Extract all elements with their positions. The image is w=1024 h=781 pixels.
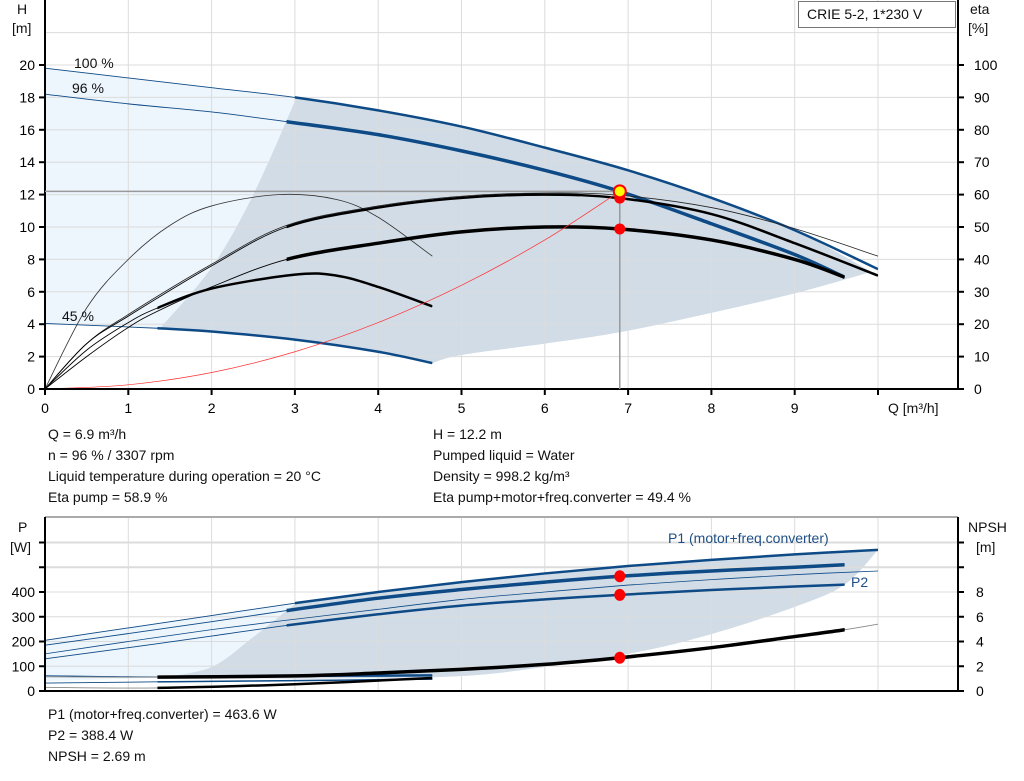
pump-model-legend: CRIE 5-2, 1*230 V <box>798 1 956 28</box>
y2-tick-label: 30 <box>974 284 990 300</box>
curve-eta_total_96-operating <box>286 225 845 279</box>
y2-tick-label: 80 <box>974 122 990 138</box>
chart-panel-0: 0246810121416182001020304050607080901000… <box>19 0 998 416</box>
y2-tick-label: 8 <box>976 584 984 600</box>
y-tick-label: 8 <box>27 251 35 267</box>
y-tick-label: 16 <box>19 122 35 138</box>
x-tick-label: 6 <box>541 400 549 416</box>
info-bottom: P1 (motor+freq.converter) = 463.6 W P2 =… <box>48 704 277 767</box>
y-tick-label: 300 <box>12 609 36 625</box>
y2-tick-label: 90 <box>974 89 990 105</box>
info-top-left: Q = 6.9 m³/h n = 96 % / 3307 rpm Liquid … <box>48 424 321 508</box>
info-temperature: Liquid temperature during operation = 20… <box>48 468 321 484</box>
info-flow: Q = 6.9 m³/h <box>48 426 127 442</box>
y-tick-label: 12 <box>19 187 35 203</box>
chart-panel-1: 0 100 200 300 400 0 2 4 6 8 <box>12 516 984 699</box>
curve-label-96: 96 % <box>72 80 104 96</box>
power-marker <box>614 651 626 664</box>
h-axis-unit: [m] <box>12 20 32 36</box>
eta-axis-unit: [%] <box>968 20 989 36</box>
curve-npsh_45-operating <box>157 676 433 690</box>
curve-eta_pump_96-operating <box>286 193 878 277</box>
x-tick-label: 0 <box>41 400 49 416</box>
y-tick-label: 20 <box>19 57 35 73</box>
h-axis-name: H <box>17 1 28 17</box>
y-tick-label: 200 <box>12 634 36 650</box>
y2-tick-label: 0 <box>974 381 982 397</box>
info-speed: n = 96 % / 3307 rpm <box>48 447 175 463</box>
info-head: H = 12.2 m <box>433 426 502 442</box>
curve-h45-operating <box>157 326 433 365</box>
info-p2: P2 = 388.4 W <box>48 727 134 743</box>
y-tick-label: 10 <box>19 219 35 235</box>
operating-region-dark <box>159 97 870 364</box>
y-tick-label: 0 <box>27 683 35 699</box>
info-eta-pump: Eta pump = 58.9 % <box>48 489 168 505</box>
x-tick-label: 5 <box>458 400 466 416</box>
legend-title: CRIE 5-2, 1*230 V <box>807 6 923 22</box>
y-tick-label: 0 <box>27 381 35 397</box>
y2-tick-label: 10 <box>974 349 990 365</box>
curve-h100-operating <box>294 96 878 271</box>
y-tick-label: 6 <box>27 284 35 300</box>
info-density: Density = 998.2 kg/m³ <box>433 468 570 484</box>
eta-axis-name: eta <box>970 1 990 17</box>
y-tick-label: 4 <box>27 316 35 332</box>
x-tick-label: 9 <box>791 400 799 416</box>
y-tick-label: 18 <box>19 89 35 105</box>
y2-tick-label: 60 <box>974 187 990 203</box>
p-axis-unit: [W] <box>10 539 31 555</box>
curve-h96-operating <box>286 119 845 279</box>
curve-p1_100-operating <box>294 548 878 605</box>
y-tick-label: 400 <box>12 584 36 600</box>
x-tick-label: 2 <box>208 400 216 416</box>
q-axis-label: Q [m³/h] <box>888 400 939 416</box>
info-eta-total: Eta pump+motor+freq.converter = 49.4 % <box>433 489 691 505</box>
info-liquid: Pumped liquid = Water <box>433 447 575 463</box>
operating-region-light <box>45 68 297 329</box>
operating-region-dark <box>159 549 879 679</box>
curve-p1_96-operating <box>286 563 845 613</box>
y2-tick-label: 70 <box>974 154 990 170</box>
power-marker <box>614 588 626 601</box>
npsh-axis-name: NPSH <box>968 519 1007 535</box>
y2-tick-label: 6 <box>976 609 984 625</box>
info-top-right: H = 12.2 m Pumped liquid = Water Density… <box>433 424 691 508</box>
curve-label-100: 100 % <box>74 55 114 71</box>
curve-eta_total_45-operating <box>157 272 433 310</box>
info-npsh: NPSH = 2.69 m <box>48 748 146 764</box>
y2-tick-label: 0 <box>976 683 984 699</box>
y-tick-label: 100 <box>12 658 36 674</box>
duty-point-marker <box>612 184 627 199</box>
curve-label-45: 45 % <box>62 308 94 324</box>
y-tick-label: 14 <box>19 154 35 170</box>
y-tick-label: 2 <box>27 349 35 365</box>
curve-p2_100 <box>44 570 879 655</box>
npsh-axis-unit: [m] <box>976 539 996 555</box>
curve-eta_pump_100 <box>44 192 879 390</box>
x-tick-label: 8 <box>708 400 716 416</box>
y2-tick-label: 2 <box>976 658 984 674</box>
y2-tick-label: 100 <box>974 57 998 73</box>
curve-npsh_100-operating <box>157 627 845 679</box>
curve-label-p1: P1 (motor+freq.converter) <box>668 530 829 546</box>
y2-tick-label: 50 <box>974 219 990 235</box>
curve-label-p2: P2 <box>851 574 869 590</box>
info-p1: P1 (motor+freq.converter) = 463.6 W <box>48 706 277 722</box>
p-axis-name: P <box>18 519 28 535</box>
curve-system_curve <box>44 191 620 390</box>
x-tick-label: 1 <box>124 400 132 416</box>
power-marker <box>614 570 626 583</box>
efficiency-marker <box>614 223 626 235</box>
curve-p2_96-operating <box>286 583 845 627</box>
y2-tick-label: 20 <box>974 316 990 332</box>
x-tick-label: 7 <box>624 400 632 416</box>
x-tick-label: 3 <box>291 400 299 416</box>
x-tick-label: 4 <box>374 400 382 416</box>
y2-tick-label: 40 <box>974 251 990 267</box>
y2-tick-label: 4 <box>976 634 984 650</box>
